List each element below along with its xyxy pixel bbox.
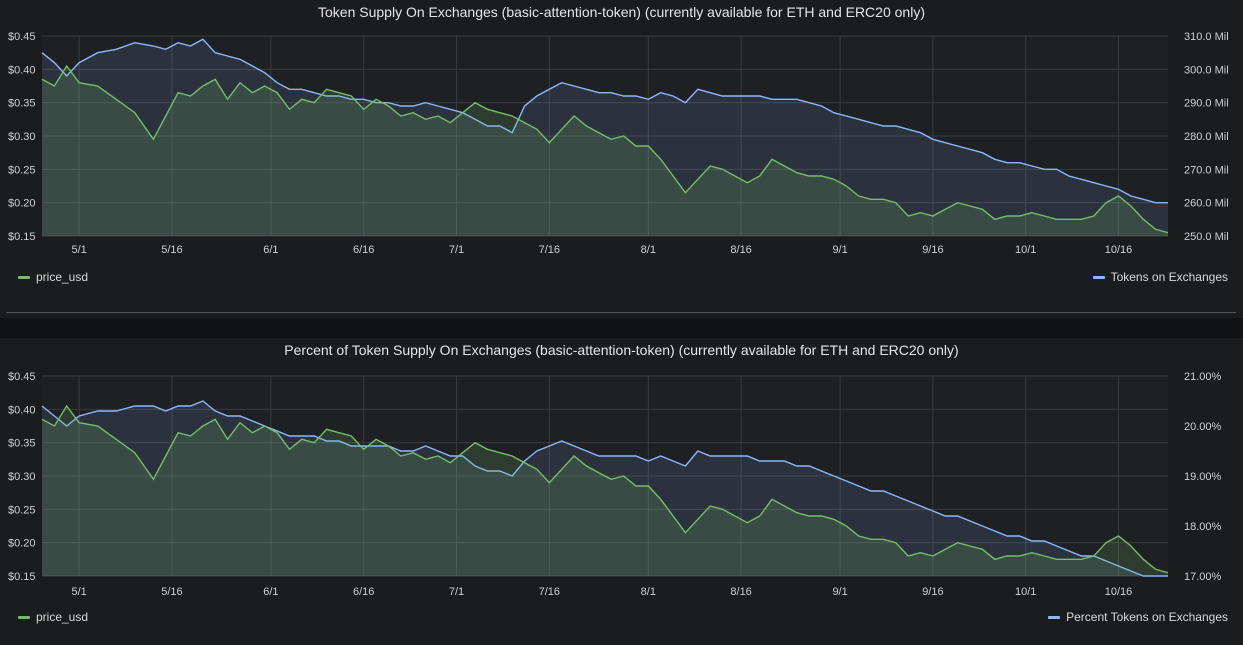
x-tick: 9/1	[832, 586, 847, 598]
x-tick: 8/16	[730, 586, 751, 598]
y-right-tick: 280.0 Mil	[1184, 131, 1229, 143]
y-right-tick: 270.0 Mil	[1184, 164, 1229, 176]
y-left-tick: $0.35	[8, 98, 36, 110]
supply-panel: Token Supply On Exchanges (basic-attenti…	[0, 0, 1243, 318]
y-left-tick: $0.25	[8, 504, 36, 516]
series-line-price	[41, 404, 1169, 574]
y-left-tick: $0.30	[8, 471, 36, 483]
x-tick: 6/16	[353, 244, 374, 256]
x-tick: 7/16	[539, 586, 560, 598]
y-right-tick: 17.00%	[1184, 571, 1222, 583]
legend-label: price_usd	[36, 270, 89, 284]
percent-chart: $0.15 $0.20 $0.25 $0.30 $0.35 $0.40 $0.45 17.00…	[8, 371, 1222, 598]
supply-chart: $0.15 $0.20 $0.25 $0.30 $0.35 $0.40 $0.45 250.0…	[8, 31, 1229, 256]
x-tick: 10/1	[1015, 586, 1036, 598]
series-line-supply	[41, 400, 1168, 577]
legend-price[interactable]: price_usd	[18, 270, 88, 284]
panel-divider	[0, 318, 1243, 338]
x-tick: 8/1	[641, 244, 656, 256]
x-tick: 10/1	[1015, 244, 1036, 256]
x-tick: 9/1	[832, 244, 847, 256]
y-right-tick: 18.00%	[1184, 521, 1222, 533]
x-tick: 6/16	[353, 586, 374, 598]
y-right-tick: 290.0 Mil	[1184, 98, 1229, 110]
legend-supply[interactable]: Tokens on Exchanges	[1092, 270, 1228, 284]
x-tick: 10/16	[1105, 586, 1133, 598]
y-left-tick: $0.15	[8, 231, 36, 243]
x-tick: 7/1	[449, 586, 464, 598]
x-tick: 7/16	[539, 244, 560, 256]
x-tick: 9/16	[922, 586, 943, 598]
y-left-tick: $0.20	[8, 538, 36, 550]
legend-swatch-price	[18, 275, 30, 279]
x-tick: 5/1	[71, 586, 86, 598]
legend-swatch-price	[18, 615, 30, 619]
y-left-tick: $0.40	[8, 64, 36, 76]
legend-label: Percent Tokens on Exchanges	[1066, 610, 1228, 624]
y-right-tick: 21.00%	[1184, 371, 1222, 383]
panel-title: Token Supply On Exchanges (basic-attenti…	[318, 4, 925, 20]
legend-percent[interactable]: Percent Tokens on Exchanges	[1048, 610, 1228, 624]
x-tick: 7/1	[449, 244, 464, 256]
legend-label: price_usd	[36, 610, 89, 624]
y-left-tick: $0.45	[8, 371, 36, 383]
series-line-price	[41, 64, 1169, 234]
scrollbar[interactable]	[6, 312, 1236, 313]
y-left-tick: $0.45	[8, 31, 36, 43]
x-tick: 5/16	[161, 244, 182, 256]
y-right-tick: 19.00%	[1184, 471, 1222, 483]
x-tick: 5/16	[161, 586, 182, 598]
x-tick: 9/16	[922, 244, 943, 256]
x-tick: 5/1	[71, 244, 86, 256]
legend-swatch-percent	[1048, 615, 1061, 619]
series-area-price	[42, 66, 1168, 236]
y-left-tick: $0.15	[8, 571, 36, 583]
series-area-supply	[42, 401, 1168, 576]
y-right-tick: 260.0 Mil	[1184, 198, 1229, 210]
x-tick: 6/1	[263, 586, 278, 598]
x-tick: 8/16	[730, 244, 751, 256]
panel-title: Percent of Token Supply On Exchanges (ba…	[284, 342, 959, 358]
y-left-tick: $0.20	[8, 198, 36, 210]
series-area-supply	[42, 39, 1168, 236]
percent-panel: Percent of Token Supply On Exchanges (ba…	[0, 338, 1243, 645]
x-tick: 10/16	[1105, 244, 1133, 256]
legend-label: Tokens on Exchanges	[1110, 270, 1228, 284]
x-tick: 6/1	[263, 244, 278, 256]
y-right-tick: 310.0 Mil	[1184, 31, 1229, 43]
y-left-tick: $0.25	[8, 164, 36, 176]
legend-swatch-supply	[1092, 275, 1105, 279]
x-tick: 8/1	[641, 586, 656, 598]
y-left-tick: $0.30	[8, 131, 36, 143]
y-right-tick: 250.0 Mil	[1184, 231, 1229, 243]
y-left-tick: $0.35	[8, 438, 36, 450]
y-right-tick: 20.00%	[1184, 421, 1222, 433]
y-left-tick: $0.40	[8, 404, 36, 416]
series-line-supply	[41, 38, 1168, 204]
y-right-tick: 300.0 Mil	[1184, 64, 1229, 76]
legend-price[interactable]: price_usd	[18, 610, 88, 624]
series-area-price	[42, 406, 1168, 576]
